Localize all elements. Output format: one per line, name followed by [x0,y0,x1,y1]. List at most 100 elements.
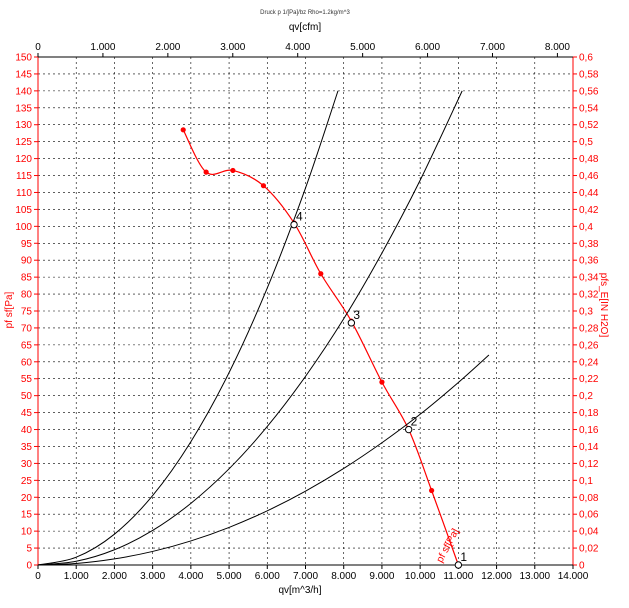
y-left-tick-label: 30 [21,459,33,470]
y-left-tick-label: 70 [21,323,33,334]
y-left-tick-label: 110 [16,188,32,199]
y-right-tick-label: 0,24 [579,357,599,368]
y-left-tick-label: 10 [21,527,33,538]
y-right-tick-label: 0,04 [579,527,599,538]
y-left-tick-label: 90 [21,256,33,267]
x-bottom-tick-label: 14.000 [558,571,589,582]
y-left-tick-label: 120 [15,154,32,165]
x-bottom-tick-label: 4.000 [178,571,203,582]
x-top-tick-label: 7.000 [480,42,505,53]
x-bottom-axis-title: qv[m^3/h] [278,585,321,596]
plot-layer: 0510152025303540455055606570758085909510… [15,42,599,582]
y-right-tick-label: 0,44 [579,188,599,199]
y-left-tick-label: 35 [21,442,33,453]
y-left-tick-label: 40 [21,425,33,436]
y-left-tick-label: 55 [21,374,33,385]
y-right-tick-label: 0,6 [579,53,593,64]
y-left-tick-label: 100 [15,222,32,233]
y-right-tick-label: 0,38 [579,239,599,250]
y-left-tick-label: 150 [15,53,32,64]
x-bottom-tick-label: 2.000 [102,571,127,582]
y-left-axis-title: pf sf[Pa] [4,291,15,328]
y-left-tick-label: 130 [15,120,32,131]
fan-curve-point [260,183,267,189]
fan-curve-point [203,169,209,175]
operating-point-marker [454,561,463,569]
y-left-tick-label: 140 [15,86,32,97]
y-right-tick-label: 0,56 [579,86,599,97]
x-bottom-tick-label: 3.000 [140,571,165,582]
x-top-tick-label: 3.000 [220,42,245,53]
x-top-tick-label: 2.000 [155,42,180,53]
y-right-tick-label: 0,06 [579,510,599,521]
y-right-tick-label: 0,28 [579,323,599,334]
y-right-tick-label: 0,4 [579,222,593,233]
system-curve-line [37,90,339,566]
y-left-tick-label: 145 [15,69,32,80]
y-right-tick-label: 0,58 [579,69,599,80]
fan-curve-point [318,271,324,277]
y-right-tick-label: 0,42 [579,205,599,216]
y-right-tick-label: 0,3 [579,307,593,318]
fan-curve-point [379,379,385,385]
y-left-tick-label: 135 [15,103,32,114]
x-bottom-tick-label: 0 [35,571,41,582]
x-top-tick-label: 0 [35,42,41,53]
x-bottom-tick-label: 10.000 [405,571,436,582]
y-right-tick-label: 0,16 [579,425,599,436]
y-left-tick-label: 85 [21,273,33,284]
x-top-tick-label: 5.000 [350,42,375,53]
fan-curve-point [429,487,435,494]
y-right-tick-label: 0,2 [579,391,593,402]
operating-point-marker [347,319,356,327]
y-left-tick-label: 115 [16,171,32,182]
fan-curve-point [230,167,236,174]
y-left-tick-label: 45 [21,408,33,419]
fan-curve-line [182,129,459,566]
y-right-tick-label: 0,5 [579,137,593,148]
operating-point-label: 3 [353,308,360,322]
x-bottom-tick-label: 5.000 [217,571,242,582]
y-right-tick-label: 0,18 [579,408,599,419]
x-bottom-tick-label: 11.000 [443,571,473,582]
y-left-tick-label: 75 [21,307,33,318]
operating-point-marker [404,425,413,434]
y-right-tick-label: 0,12 [579,459,599,470]
x-bottom-tick-label: 13.000 [519,571,550,582]
y-left-tick-label: 0 [26,561,32,572]
fan-curve-label: pf sf[Pa] [435,527,462,565]
y-right-tick-label: 0,26 [579,340,599,351]
x-bottom-tick-label: 7.000 [293,571,318,582]
x-bottom-tick-label: 1.000 [64,571,89,582]
x-top-tick-label: 1.000 [90,42,115,53]
system-curve-line [37,354,490,566]
y-left-tick-label: 60 [21,357,33,368]
y-right-tick-label: 0,14 [579,442,599,453]
y-right-tick-label: 0,34 [579,273,599,284]
y-right-tick-label: 0,02 [579,544,599,555]
x-top-tick-label: 8.000 [545,42,570,53]
y-right-tick-label: 0,36 [579,256,599,267]
y-right-tick-label: 0 [579,561,585,572]
x-bottom-tick-label: 9.000 [369,571,394,582]
y-right-tick-label: 0,22 [579,374,599,385]
operating-point-label: 2 [411,415,418,429]
y-left-tick-label: 80 [21,290,33,301]
x-top-tick-label: 6.000 [415,42,440,53]
x-bottom-tick-label: 6.000 [255,571,280,582]
y-right-tick-label: 0,08 [579,493,599,504]
chart-title: Druck p 1/[Pa]/bz Rho=1.2kg/m^3 [260,10,350,16]
y-right-tick-label: 0,52 [579,120,599,131]
system-curve-line [37,90,463,566]
fan-curve-point [180,127,186,133]
y-left-tick-label: 125 [15,137,32,148]
x-top-axis-title: qv[cfm] [289,22,321,33]
x-top-tick-label: 4.000 [285,42,310,53]
x-bottom-tick-label: 8.000 [331,571,356,582]
y-left-tick-label: 15 [21,510,33,521]
y-right-axis-title: pfs_E[IN H2O] [598,273,609,338]
y-right-tick-label: 0,54 [579,103,599,114]
y-right-tick-label: 0,32 [579,290,599,301]
